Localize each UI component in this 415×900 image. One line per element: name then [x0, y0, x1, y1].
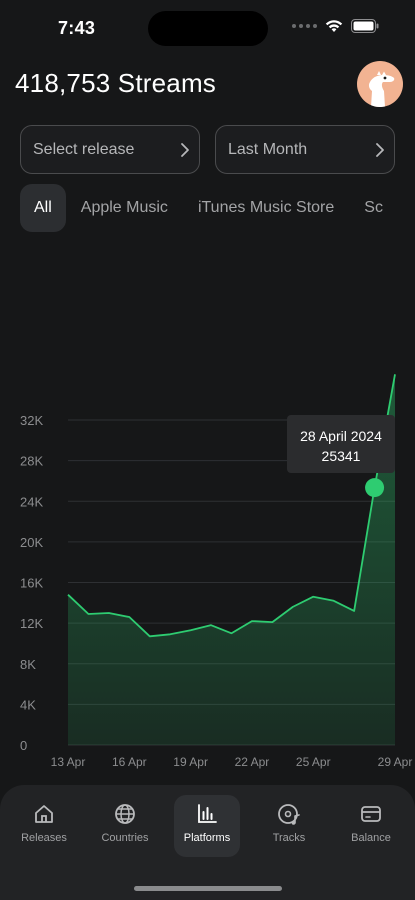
- avatar[interactable]: [357, 61, 403, 107]
- streams-chart-svg: 0 4K 8K 12K 16K 20K 24K 28K 32K 13 Apr 16 Apr 19 Ap…: [20, 374, 413, 769]
- release-select[interactable]: Select release: [20, 125, 200, 174]
- tab-all[interactable]: All: [20, 184, 66, 232]
- y-tick-label: 4K: [20, 697, 36, 712]
- tab-releases-label: Releases: [21, 832, 67, 844]
- tooltip-date: 28 April 2024: [300, 428, 382, 444]
- y-tick-label: 24K: [20, 494, 43, 509]
- bar-chart-icon: [198, 804, 217, 823]
- series-line: [67, 374, 396, 638]
- tab-tracks-label: Tracks: [272, 832, 306, 844]
- tab-balance[interactable]: Balance: [338, 795, 404, 857]
- battery-icon: [351, 19, 379, 33]
- wifi-icon: [325, 20, 343, 32]
- y-tick-label: 8K: [20, 657, 36, 672]
- bottom-tab-bar: Releases Countries Platforms Tracks: [0, 785, 415, 900]
- x-tick-label: 16 Apr: [112, 755, 147, 769]
- status-icons: [292, 19, 379, 33]
- y-tick-label: 0: [20, 738, 27, 753]
- dynamic-island: [148, 11, 268, 46]
- x-tick-label: 13 Apr: [51, 755, 86, 769]
- tooltip-value: 25341: [321, 448, 361, 464]
- chart-tooltip: 28 April 2024 25341: [287, 415, 395, 473]
- chevron-right-icon: [376, 143, 384, 157]
- series-area: [68, 374, 395, 745]
- page-title: 418,753 Streams: [15, 68, 217, 98]
- y-tick-label: 32K: [20, 413, 43, 428]
- platform-tabs-scroll[interactable]: All Apple Music iTunes Music Store Sc: [0, 184, 415, 232]
- y-tick-label: 28K: [20, 454, 43, 469]
- tab-balance-label: Balance: [351, 832, 391, 844]
- tab-tracks[interactable]: Tracks: [256, 795, 322, 857]
- streams-chart[interactable]: 0 4K 8K 12K 16K 20K 24K 28K 32K 13 Apr 16 Apr 19 Ap…: [0, 240, 415, 780]
- dinosaur-icon: [368, 71, 395, 107]
- wallet-icon: [361, 806, 381, 822]
- highlight-point: [365, 478, 385, 498]
- platform-tabs: All Apple Music iTunes Music Store Sc: [20, 184, 398, 232]
- house-icon: [35, 805, 53, 823]
- tab-countries[interactable]: Countries: [92, 795, 158, 857]
- y-tick-label: 20K: [20, 535, 43, 550]
- music-disc-icon: [278, 804, 300, 825]
- release-select-value: Select release: [33, 140, 135, 158]
- status-time: 7:43: [58, 18, 96, 38]
- status-bar: 7:43: [0, 0, 415, 56]
- tab-platforms[interactable]: Platforms: [174, 795, 240, 857]
- home-indicator[interactable]: [134, 886, 282, 891]
- x-tick-label: 29 Apr: [378, 755, 413, 769]
- x-tick-label: 22 Apr: [235, 755, 270, 769]
- chevron-right-icon: [181, 143, 189, 157]
- globe-icon: [115, 804, 135, 824]
- tab-releases[interactable]: Releases: [11, 795, 77, 857]
- period-select-value: Last Month: [228, 140, 308, 158]
- tab-next-platform[interactable]: Sc: [364, 199, 383, 216]
- tab-apple-music[interactable]: Apple Music: [80, 199, 168, 216]
- period-select[interactable]: Last Month: [215, 125, 395, 174]
- signal-dots-icon: [292, 24, 317, 28]
- y-tick-label: 16K: [20, 576, 43, 591]
- tab-platforms-label: Platforms: [183, 832, 231, 844]
- tab-countries-label: Countries: [101, 832, 149, 844]
- x-tick-label: 19 Apr: [173, 755, 208, 769]
- tab-itunes-music-store[interactable]: iTunes Music Store: [197, 199, 335, 216]
- y-tick-label: 12K: [20, 616, 43, 631]
- x-tick-label: 25 Apr: [296, 755, 331, 769]
